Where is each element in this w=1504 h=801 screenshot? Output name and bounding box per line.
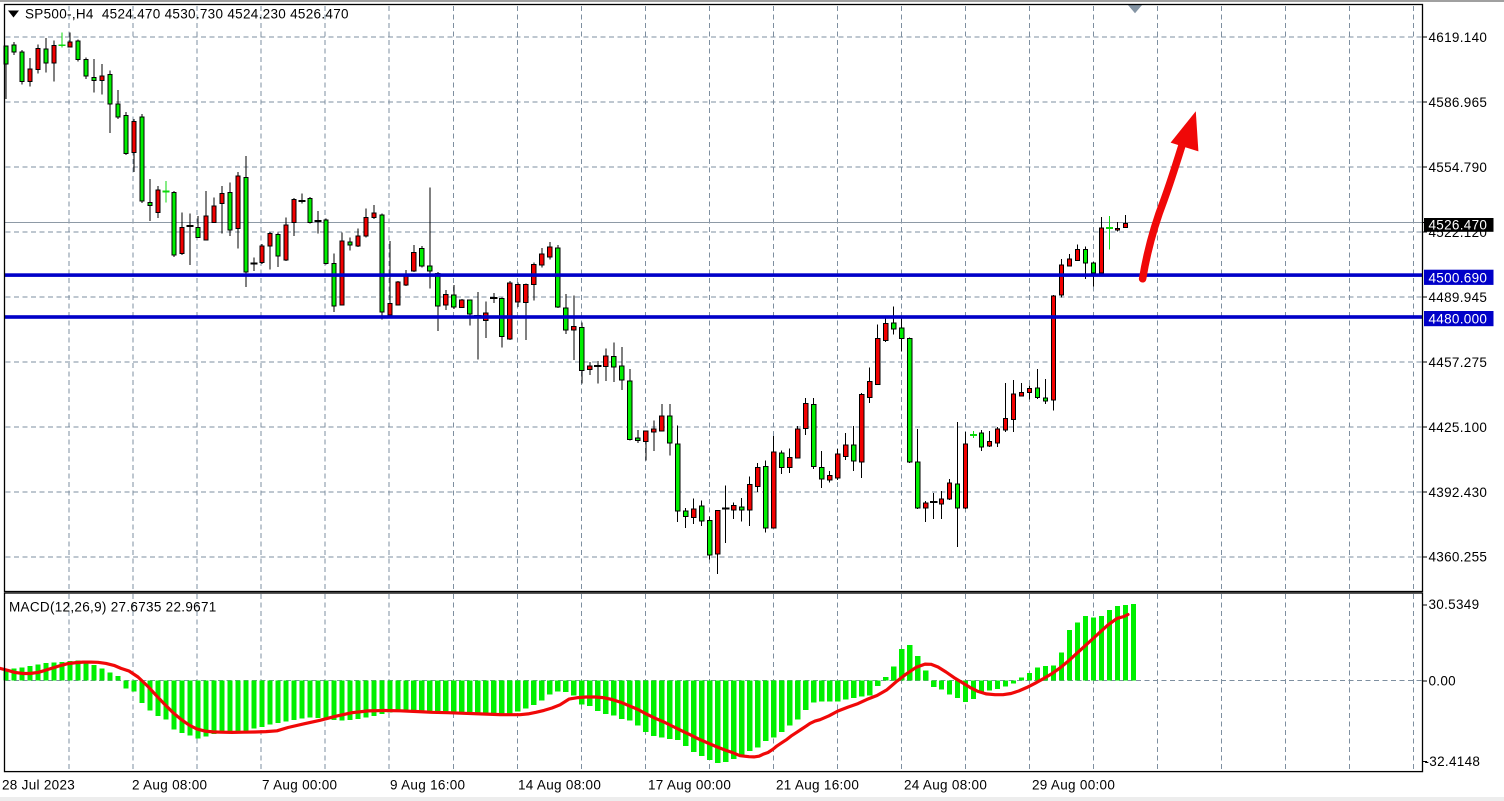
svg-text:4554.790: 4554.790 [1429,160,1488,175]
svg-text:4586.965: 4586.965 [1429,95,1488,110]
svg-text:MACD(12,26,9) 27.6735 22.9671: MACD(12,26,9) 27.6735 22.9671 [9,600,217,615]
svg-text:4392.430: 4392.430 [1429,485,1488,500]
svg-text:4480.000: 4480.000 [1429,312,1488,327]
svg-text:2 Aug 08:00: 2 Aug 08:00 [132,778,207,793]
svg-text:SP500-,H4 4524.470 4530.730 4: SP500-,H4 4524.470 4530.730 4524.230 452… [25,7,349,22]
svg-text:0.00: 0.00 [1429,674,1456,689]
svg-text:-32.4148: -32.4148 [1425,754,1481,769]
svg-text:30.5349: 30.5349 [1429,597,1480,612]
svg-text:4457.275: 4457.275 [1429,355,1488,370]
svg-text:9 Aug 16:00: 9 Aug 16:00 [390,778,465,793]
svg-text:4500.690: 4500.690 [1429,270,1488,285]
svg-text:24 Aug 08:00: 24 Aug 08:00 [904,778,987,793]
svg-text:4360.255: 4360.255 [1429,550,1488,565]
svg-text:7 Aug 00:00: 7 Aug 00:00 [262,778,337,793]
svg-text:28 Jul 2023: 28 Jul 2023 [2,778,75,793]
svg-text:4619.140: 4619.140 [1429,30,1488,45]
svg-text:4526.470: 4526.470 [1429,218,1488,233]
svg-text:4425.100: 4425.100 [1429,420,1488,435]
svg-text:29 Aug 00:00: 29 Aug 00:00 [1032,778,1115,793]
svg-text:17 Aug 00:00: 17 Aug 00:00 [648,778,731,793]
svg-text:4489.945: 4489.945 [1429,290,1488,305]
svg-text:21 Aug 16:00: 21 Aug 16:00 [776,778,859,793]
svg-text:14 Aug 08:00: 14 Aug 08:00 [518,778,601,793]
